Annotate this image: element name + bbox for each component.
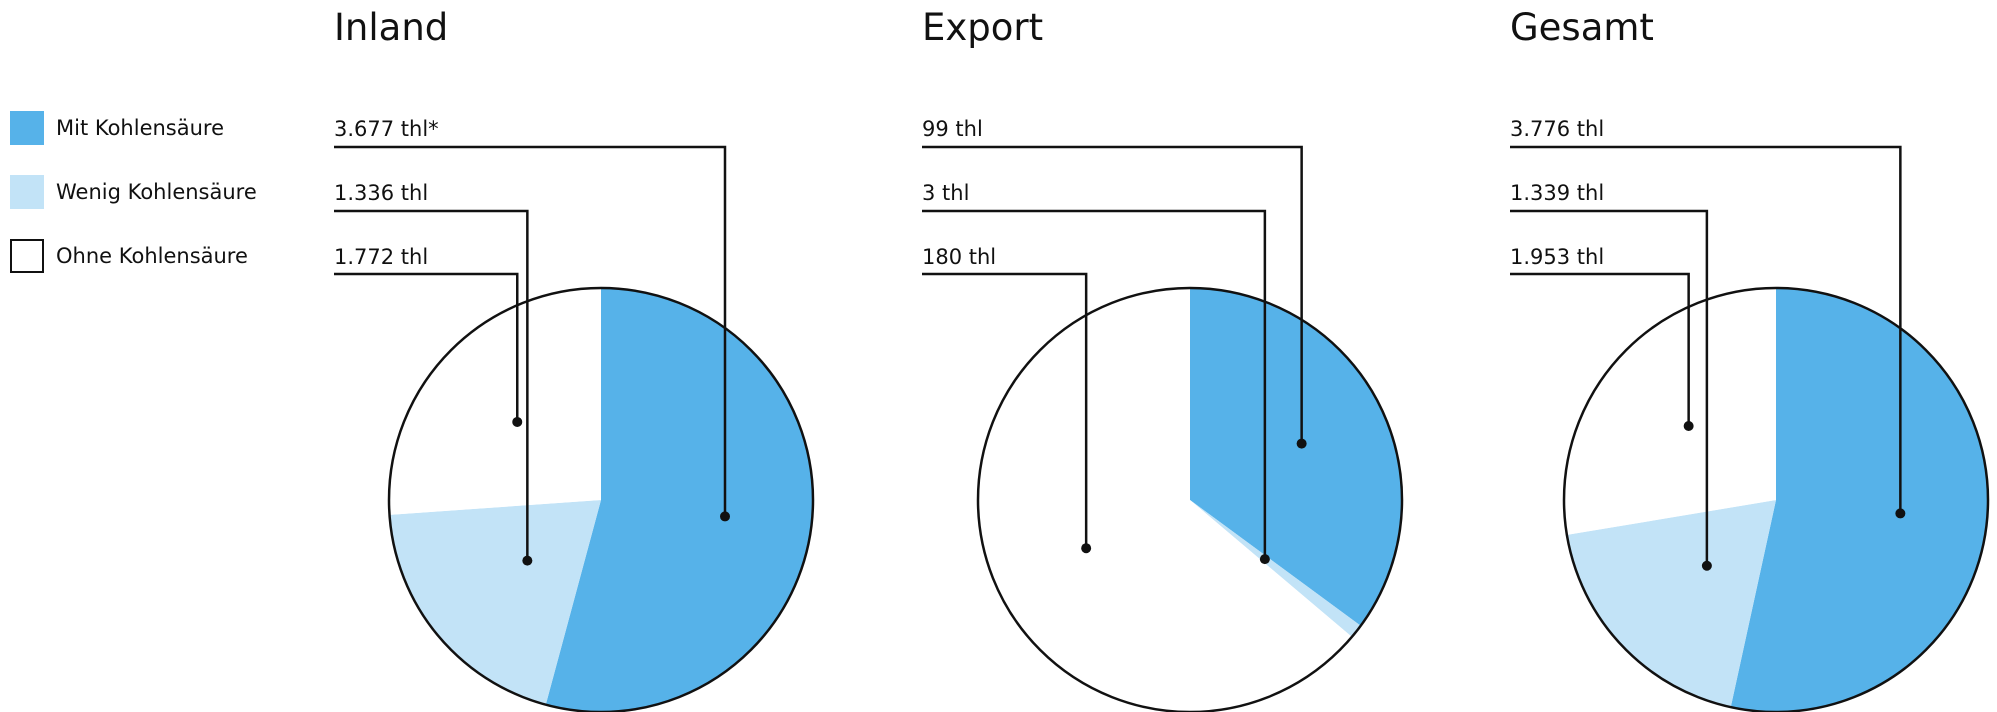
- legend-label: Ohne Kohlensäure: [56, 244, 248, 268]
- leader-line: [1510, 145, 1902, 514]
- pie-slice-wenig: [1566, 500, 1776, 708]
- value-label: 3.677 thl*: [334, 117, 439, 141]
- leader-line: [334, 145, 727, 517]
- legend-item-wenig-kohlensaeure: Wenig Kohlensäure: [10, 174, 257, 210]
- leader-line: [922, 209, 1267, 560]
- legend-label: Mit Kohlensäure: [56, 116, 225, 140]
- leader-dot: [1683, 421, 1694, 432]
- pie-outline: [976, 286, 1404, 712]
- value-label: 1.336 thl: [334, 181, 428, 205]
- leader-line: [1510, 272, 1690, 427]
- legend: Mit Kohlensäure Wenig Kohlensäure Ohne K…: [10, 110, 257, 302]
- pie-outline: [1562, 286, 1990, 712]
- pie-slice-ohne: [1564, 288, 1776, 535]
- leader-dot: [719, 511, 730, 522]
- chart-title: Gesamt: [1510, 6, 1654, 49]
- leader-dot: [522, 555, 533, 566]
- pie-slice-wenig: [389, 500, 601, 705]
- value-label: 1.953 thl: [1510, 245, 1604, 269]
- legend-swatch-wenig: [10, 175, 44, 209]
- leader-dot: [1701, 560, 1712, 571]
- leader-line: [334, 209, 529, 561]
- value-label: 3.776 thl: [1510, 117, 1604, 141]
- leader-line: [922, 145, 1303, 444]
- chart-title: Inland: [334, 6, 448, 49]
- pie-slice-mit: [1730, 288, 1988, 712]
- pie-chart-gesamt: Gesamt 3.776 thl 1.339 thl 1.953 thl: [1510, 6, 1990, 712]
- leader-dot: [1296, 438, 1307, 449]
- leader-dot: [1895, 508, 1906, 519]
- pie-chart-inland: Inland 3.677 thl* 1.336 thl 1.772 thl: [334, 6, 815, 712]
- legend-item-mit-kohlensaeure: Mit Kohlensäure: [10, 110, 257, 146]
- pie-chart-export: Export 99 thl 3 thl 180 thl: [922, 6, 1404, 712]
- pie-slice-ohne: [389, 288, 601, 515]
- pie-slice-mit: [1190, 288, 1402, 626]
- leader-line: [922, 272, 1088, 549]
- pie-outline: [387, 286, 815, 712]
- legend-swatch-mit: [10, 111, 44, 145]
- leader-dot: [1081, 543, 1092, 554]
- value-label: 180 thl: [922, 245, 996, 269]
- value-label: 1.339 thl: [1510, 181, 1604, 205]
- leader-dot: [512, 416, 523, 427]
- leader-dot: [1259, 554, 1270, 565]
- legend-item-ohne-kohlensaeure: Ohne Kohlensäure: [10, 238, 257, 274]
- legend-label: Wenig Kohlensäure: [56, 180, 257, 204]
- pie-slice-wenig: [1190, 500, 1361, 637]
- value-label: 3 thl: [922, 181, 969, 205]
- chart-title: Export: [922, 6, 1043, 49]
- value-label: 99 thl: [922, 117, 983, 141]
- leader-line: [334, 272, 519, 422]
- leader-line: [1510, 209, 1709, 566]
- legend-swatch-ohne: [10, 239, 44, 273]
- pie-slice-mit: [545, 288, 814, 712]
- pie-slice-ohne: [978, 288, 1352, 712]
- value-label: 1.772 thl: [334, 245, 428, 269]
